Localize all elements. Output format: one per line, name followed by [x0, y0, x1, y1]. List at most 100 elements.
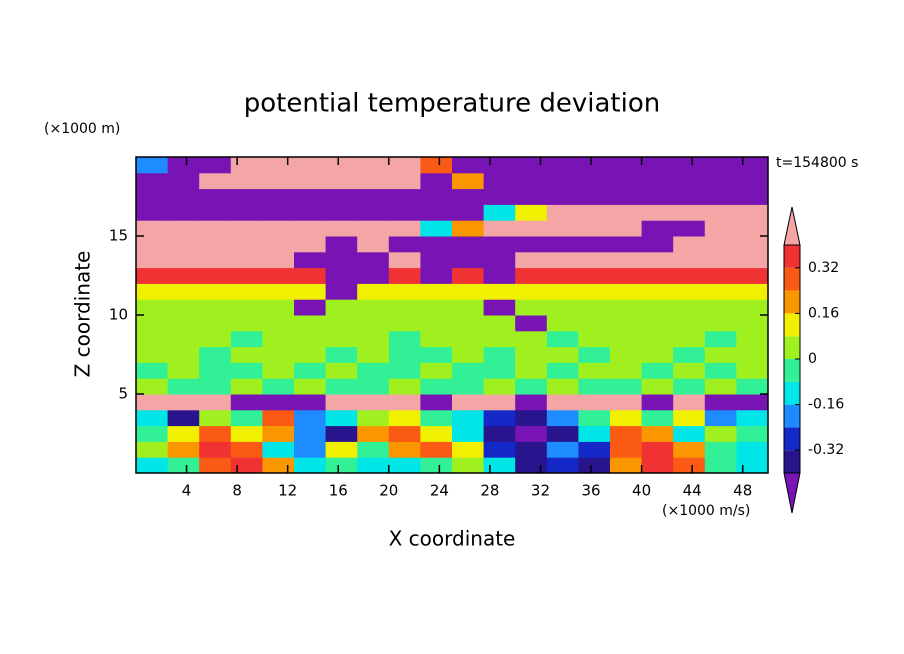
contour-cell [230, 330, 263, 348]
contour-cell [388, 188, 421, 205]
contour-cell [325, 157, 358, 174]
contour-cell [136, 251, 169, 269]
contour-cell [736, 330, 769, 348]
contour-cell [546, 457, 579, 474]
contour-cell [420, 299, 453, 316]
contour-cell [388, 283, 421, 300]
contour-cell [388, 236, 421, 253]
contour-cell [546, 330, 579, 348]
contour-cell [578, 236, 611, 253]
contour-cell [452, 315, 485, 332]
contour-cell [294, 172, 327, 190]
contour-cell [483, 251, 516, 269]
contour-cell [546, 267, 579, 284]
x-tick-label: 16 [329, 482, 348, 500]
contour-cell [452, 346, 485, 363]
contour-cell [230, 157, 263, 174]
contour-cell [420, 425, 453, 442]
contour-cell [294, 362, 327, 379]
contour-cell [388, 220, 421, 237]
contour-cell [357, 283, 390, 300]
y-unit: (×1000 m) [44, 121, 120, 137]
contour-cell [578, 172, 611, 190]
contour-cell [610, 283, 643, 300]
contour-cell [357, 378, 390, 395]
contour-cell [515, 409, 548, 427]
x-tick-label: 28 [480, 482, 499, 500]
contour-cell [578, 362, 611, 379]
contour-cell [325, 299, 358, 316]
x-tick-label: 44 [683, 482, 702, 500]
contour-cell [515, 378, 548, 395]
contour-cell [452, 283, 485, 300]
contour-cell [167, 315, 200, 332]
contour-cell [704, 315, 737, 332]
contour-cell [167, 362, 200, 379]
contour-cell [262, 330, 295, 348]
contour-cell [515, 267, 548, 284]
contour-cell [262, 394, 295, 411]
contour-cell [136, 220, 169, 237]
contour-cell [294, 267, 327, 284]
contour-cell [136, 378, 169, 395]
contour-cell [483, 299, 516, 316]
contour-cell [704, 204, 737, 221]
contour-cell [230, 394, 263, 411]
contour-cell [199, 409, 232, 427]
contour-cell [357, 457, 390, 474]
contour-cell [167, 283, 200, 300]
contour-cell [515, 441, 548, 458]
contour-cell [294, 188, 327, 205]
contour-cell [199, 299, 232, 316]
contour-cell [357, 172, 390, 190]
contour-cell [546, 283, 579, 300]
contour-cell [357, 204, 390, 221]
contour-cell [420, 172, 453, 190]
contour-cell [515, 299, 548, 316]
colorbar-swatch [784, 313, 800, 337]
contour-cell [578, 315, 611, 332]
contour-cell [136, 299, 169, 316]
contour-cell [325, 204, 358, 221]
contour-cell [578, 394, 611, 411]
contour-cell [294, 457, 327, 474]
contour-cell [388, 441, 421, 458]
contour-cell [199, 441, 232, 458]
contour-cell [578, 220, 611, 237]
colorbar-swatch [784, 359, 800, 382]
contour-cell [515, 251, 548, 269]
contour-cell [167, 188, 200, 205]
contour-cell [546, 188, 579, 205]
contour-cell [610, 330, 643, 348]
contour-cell [294, 378, 327, 395]
contour-cell [294, 330, 327, 348]
contour-cell [230, 362, 263, 379]
contour-cell [673, 299, 706, 316]
contour-cell [199, 188, 232, 205]
x-tick-label: 48 [733, 482, 752, 500]
contour-cell [546, 315, 579, 332]
contour-cell [704, 188, 737, 205]
y-tick-label: 10 [109, 306, 128, 324]
contour-cell [294, 204, 327, 221]
contour-cell [546, 409, 579, 427]
contour-cell [357, 220, 390, 237]
contour-cell [641, 283, 674, 300]
contour-cell [262, 283, 295, 300]
contour-cell [230, 172, 263, 190]
contour-cell [230, 425, 263, 442]
contour-cell [420, 157, 453, 174]
contour-cell [610, 425, 643, 442]
contour-cell [452, 394, 485, 411]
contour-cell [167, 220, 200, 237]
contour-cell [704, 362, 737, 379]
contour-cell [641, 157, 674, 174]
contour-cell [136, 362, 169, 379]
colorbar-swatch [784, 450, 800, 473]
contour-cell [641, 409, 674, 427]
contour-cell [673, 441, 706, 458]
contour-cell [357, 409, 390, 427]
contour-cell [136, 157, 169, 174]
contour-cell [483, 236, 516, 253]
colorbar-swatch [784, 267, 800, 291]
